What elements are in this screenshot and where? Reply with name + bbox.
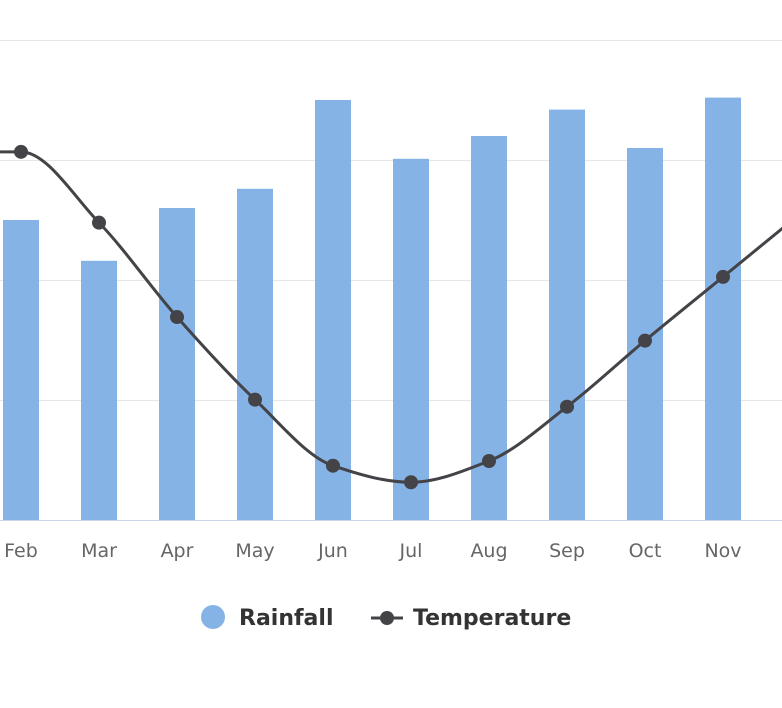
temperature-point-aug[interactable] — [482, 454, 496, 468]
x-axis-tick-labels: Feb Mar Apr May Jun Jul Aug Sep Oct Nov — [4, 540, 741, 562]
legend[interactable]: Rainfall Temperature — [201, 605, 571, 631]
bar-mar[interactable] — [81, 260, 117, 520]
temperature-line — [0, 144, 782, 490]
bar-may[interactable] — [237, 188, 273, 521]
temperature-point-jun[interactable] — [326, 458, 340, 473]
bar-apr[interactable] — [159, 208, 195, 520]
temperature-point-apr[interactable] — [170, 310, 184, 325]
temperature-series-line[interactable] — [0, 150, 782, 484]
gridlines — [0, 40, 782, 401]
bar-nov[interactable] — [705, 97, 741, 520]
x-tick-oct: Oct — [629, 540, 662, 562]
bar-jun[interactable] — [315, 100, 351, 520]
x-tick-jul: Jul — [399, 540, 423, 562]
bar-feb[interactable] — [3, 220, 39, 520]
x-tick-feb: Feb — [4, 540, 38, 562]
legend-temperature-label: Temperature — [413, 606, 571, 631]
temperature-point-mar[interactable] — [92, 215, 106, 230]
temperature-point-nov[interactable] — [716, 269, 730, 284]
legend-item-temperature[interactable]: Temperature — [371, 606, 571, 631]
legend-rainfall-label: Rainfall — [239, 606, 334, 631]
x-tick-sep: Sep — [549, 540, 585, 562]
x-tick-nov: Nov — [704, 540, 741, 562]
bar-sep[interactable] — [549, 109, 585, 520]
x-tick-aug: Aug — [470, 540, 507, 562]
legend-rainfall-marker — [201, 605, 225, 629]
rainfall-bars — [3, 97, 741, 521]
x-tick-may: May — [235, 540, 274, 562]
temperature-point-oct[interactable] — [638, 333, 652, 348]
legend-item-rainfall[interactable]: Rainfall — [201, 605, 334, 631]
temperature-point-may[interactable] — [248, 392, 262, 407]
temperature-point-feb[interactable] — [14, 144, 28, 159]
legend-temperature-marker — [380, 611, 394, 625]
temperature-point-jul[interactable] — [404, 475, 418, 490]
x-tick-apr: Apr — [161, 540, 194, 562]
bar-jul[interactable] — [393, 158, 429, 521]
temperature-point-sep[interactable] — [560, 399, 574, 414]
x-tick-mar: Mar — [81, 540, 117, 562]
x-tick-jun: Jun — [317, 540, 348, 562]
